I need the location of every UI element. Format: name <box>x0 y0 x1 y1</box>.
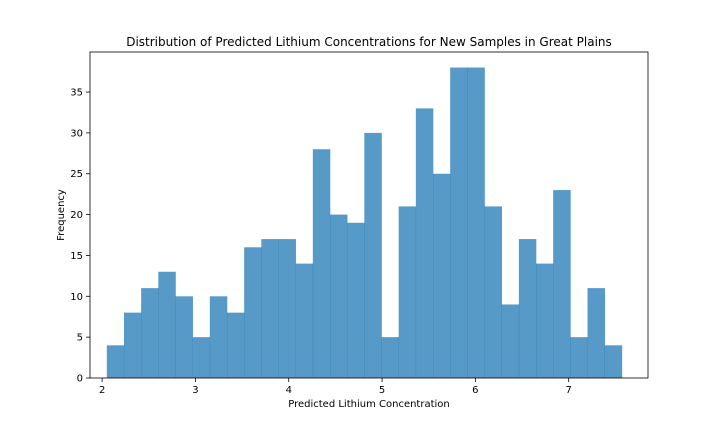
histogram-bar <box>381 337 399 378</box>
x-tick-label: 5 <box>379 385 385 396</box>
y-tick-label: 35 <box>70 88 83 99</box>
histogram-bar <box>209 296 228 378</box>
y-tick-label: 30 <box>70 128 83 139</box>
x-tick-label: 7 <box>565 385 571 396</box>
histogram-bar <box>518 239 537 378</box>
x-axis-label: Predicted Lithium Concentration <box>288 399 450 410</box>
plot-frame <box>89 51 649 379</box>
histogram-bar <box>433 173 451 378</box>
chart-title: Distribution of Predicted Lithium Concen… <box>126 35 612 49</box>
histogram-bar <box>347 222 365 378</box>
y-tick-label: 15 <box>70 251 83 262</box>
histogram-bar <box>501 304 520 378</box>
histogram-bar <box>398 206 417 378</box>
histogram-bar <box>467 67 485 379</box>
histogram-bar <box>244 247 262 378</box>
x-tick-label: 6 <box>472 385 478 396</box>
y-tick-label: 10 <box>70 292 83 303</box>
y-axis-label: Frequency <box>56 189 67 241</box>
histogram-bar <box>141 288 159 378</box>
histogram-bar <box>587 288 605 378</box>
histogram-bar <box>158 271 176 378</box>
bars-group <box>106 67 623 379</box>
x-tick-label: 2 <box>99 385 105 396</box>
histogram-bar <box>226 312 245 378</box>
histogram-bar <box>364 132 382 378</box>
x-axis-ticks: 2 3 4 5 6 7 <box>99 378 572 396</box>
histogram-bar <box>106 345 125 378</box>
histogram-bar <box>192 337 211 378</box>
y-tick-label: 0 <box>77 374 83 385</box>
histogram-bar <box>553 190 571 378</box>
histogram-bar <box>278 239 296 378</box>
y-tick-label: 5 <box>77 333 83 344</box>
x-tick-label: 4 <box>286 385 292 396</box>
y-tick-label: 20 <box>70 210 83 221</box>
histogram-bar <box>295 263 314 378</box>
histogram-bar <box>175 296 193 378</box>
y-axis-ticks: 0 5 10 15 20 25 30 35 <box>70 88 90 385</box>
histogram-bar <box>536 263 554 378</box>
histogram-bar <box>415 108 434 378</box>
histogram-bar <box>604 345 623 378</box>
histogram-bar <box>123 312 142 378</box>
histogram-bar <box>330 214 348 378</box>
histogram-bar <box>450 67 468 379</box>
histogram-bar <box>312 149 331 378</box>
histogram-bar <box>570 337 588 378</box>
y-tick-label: 25 <box>70 169 83 180</box>
histogram-bar <box>484 206 502 378</box>
x-tick-label: 3 <box>192 385 198 396</box>
histogram-bar <box>261 239 279 378</box>
